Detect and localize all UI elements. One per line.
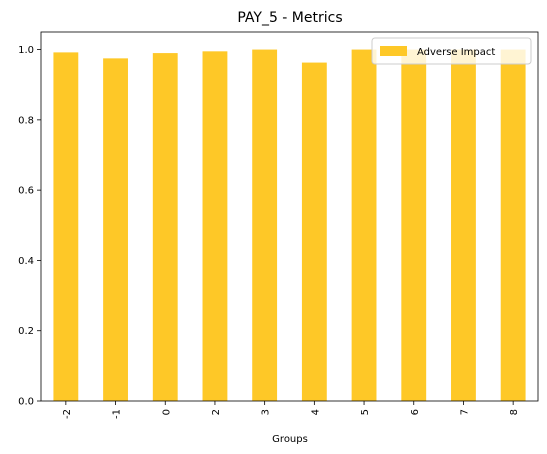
y-tick-label: 1.0 (18, 45, 34, 56)
x-tick-label: -2 (62, 409, 73, 419)
bar-7 (451, 49, 476, 401)
bar-4 (301, 62, 327, 402)
chart-title: PAY_5 - Metrics (237, 10, 342, 26)
bar-5 (351, 49, 377, 401)
x-tick-label: 2 (211, 409, 222, 415)
bar-2 (202, 51, 228, 401)
legend-swatch (380, 46, 407, 56)
x-tick-label: 4 (310, 409, 321, 415)
x-tick-label: 0 (161, 409, 172, 415)
legend-box (371, 37, 532, 65)
x-axis-label: Groups (272, 434, 308, 445)
y-tick-label: 0.6 (18, 186, 34, 197)
x-tick-label: 5 (360, 409, 371, 415)
x-ticks-group: -2 -1 0 2 3 4 5 6 7 8 (62, 401, 520, 419)
bar--1 (103, 58, 128, 401)
y-tick-label: 0.4 (18, 256, 34, 267)
x-tick-label: -1 (112, 409, 123, 419)
bar-8 (500, 49, 526, 401)
y-tick-label: 0.0 (18, 397, 34, 408)
legend: Adverse Impact (371, 37, 532, 65)
axes-group (40, 31, 539, 402)
bars-group (53, 49, 526, 402)
x-tick-label: 3 (261, 409, 272, 415)
plot-frame (40, 31, 539, 402)
x-tick-label: 6 (410, 409, 421, 415)
x-tick-label: 7 (459, 409, 470, 415)
y-tick-label: 0.2 (18, 326, 34, 337)
bar--2 (53, 52, 79, 401)
x-tick-label: 8 (509, 409, 520, 415)
bar-3 (252, 49, 278, 401)
y-ticks-group: 0.0 0.2 0.4 0.6 0.8 1.0 (18, 45, 41, 408)
bar-0 (152, 53, 178, 401)
bar-6 (401, 49, 427, 401)
y-tick-label: 0.8 (18, 115, 34, 126)
legend-label: Adverse Impact (417, 47, 495, 58)
